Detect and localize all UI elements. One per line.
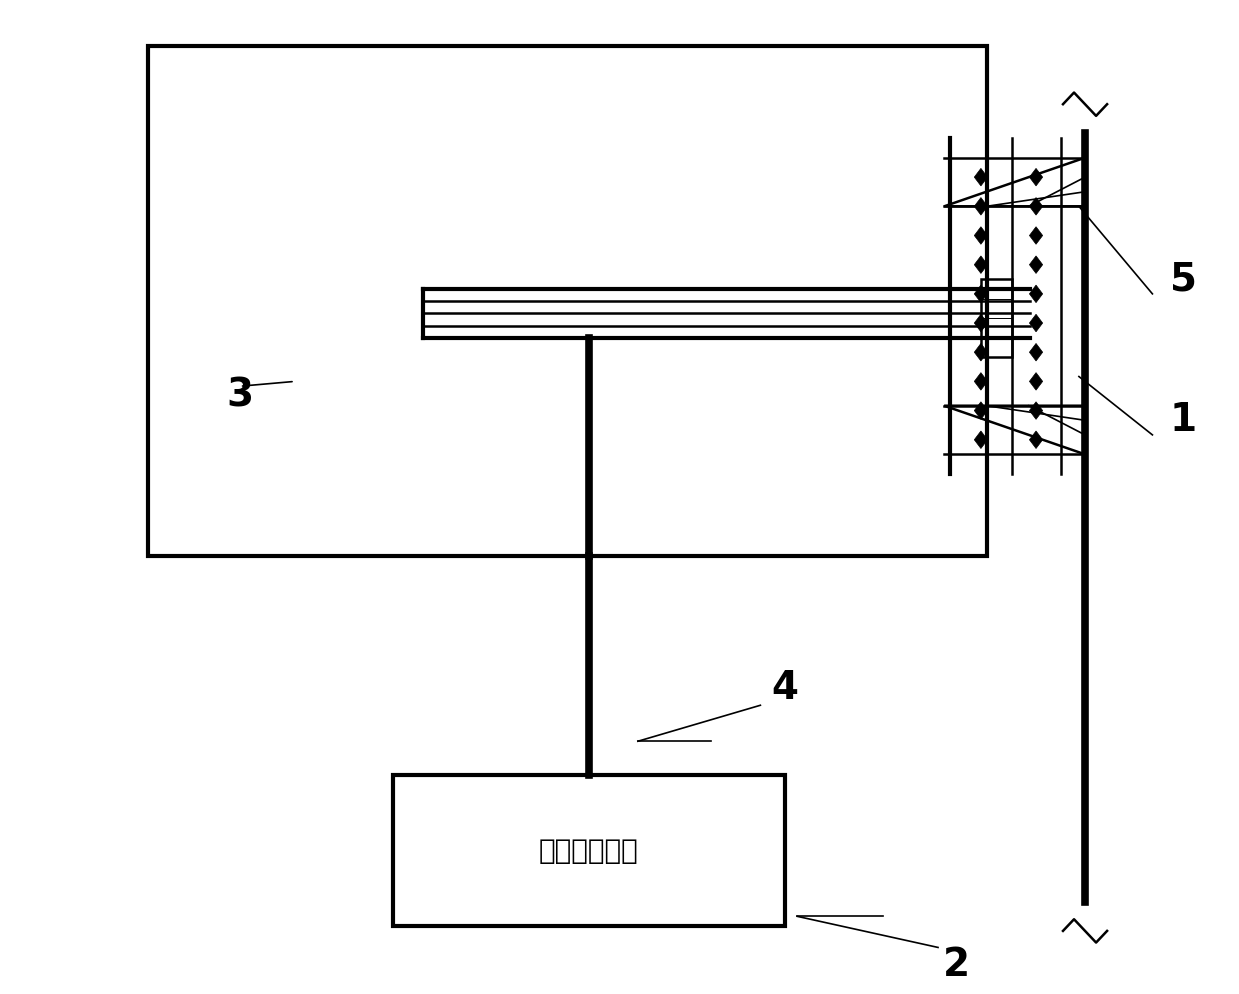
Polygon shape bbox=[1030, 255, 1043, 273]
Polygon shape bbox=[974, 255, 987, 273]
Polygon shape bbox=[1030, 314, 1043, 332]
Polygon shape bbox=[1030, 168, 1043, 186]
Polygon shape bbox=[974, 344, 987, 361]
Polygon shape bbox=[974, 168, 987, 186]
Polygon shape bbox=[1030, 198, 1043, 215]
Polygon shape bbox=[974, 431, 987, 448]
Bar bbox=[147, 46, 987, 557]
Polygon shape bbox=[974, 227, 987, 245]
Polygon shape bbox=[1030, 373, 1043, 391]
Text: 循环加载装置: 循环加载装置 bbox=[539, 837, 639, 865]
Text: 3: 3 bbox=[227, 377, 253, 414]
Text: 4: 4 bbox=[772, 669, 798, 707]
Polygon shape bbox=[974, 314, 987, 332]
Polygon shape bbox=[974, 402, 987, 419]
Bar bbox=[981, 279, 1011, 357]
Polygon shape bbox=[974, 198, 987, 215]
Text: 1: 1 bbox=[1170, 402, 1197, 439]
Bar bbox=[393, 775, 784, 926]
Polygon shape bbox=[1030, 431, 1043, 448]
Polygon shape bbox=[974, 285, 987, 302]
Polygon shape bbox=[1030, 344, 1043, 361]
Polygon shape bbox=[974, 373, 987, 391]
Polygon shape bbox=[1030, 285, 1043, 302]
Polygon shape bbox=[1030, 402, 1043, 419]
Text: 2: 2 bbox=[943, 946, 970, 984]
Text: 5: 5 bbox=[1170, 260, 1197, 298]
Polygon shape bbox=[1030, 227, 1043, 245]
